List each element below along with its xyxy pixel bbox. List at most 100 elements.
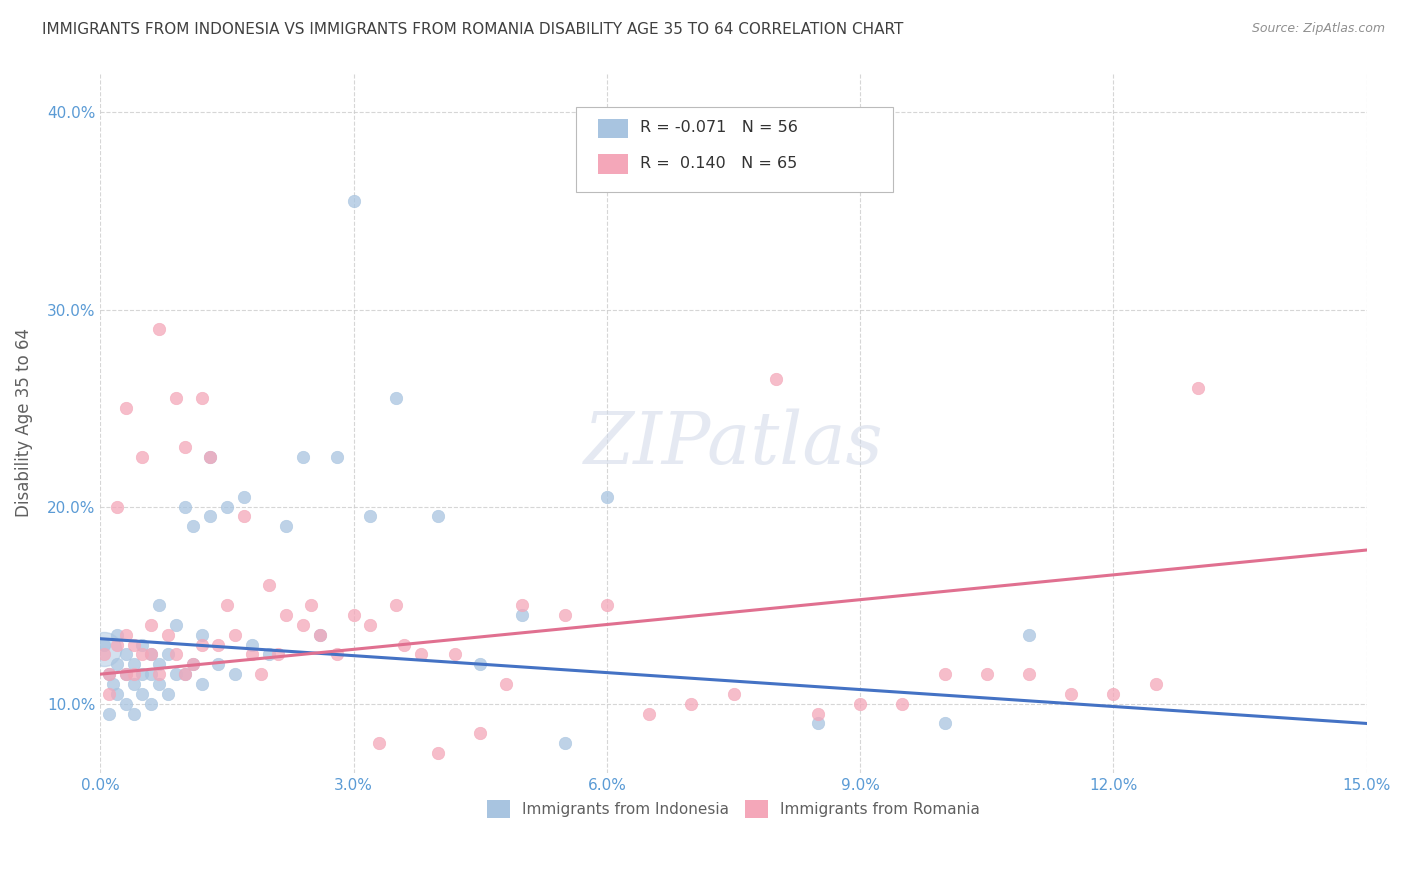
- Point: [257, 648, 280, 662]
- Point: [765, 371, 787, 385]
- Point: [1018, 628, 1040, 642]
- Point: [232, 490, 254, 504]
- Point: [359, 618, 381, 632]
- Point: [232, 509, 254, 524]
- Point: [105, 500, 128, 514]
- Point: [274, 519, 297, 533]
- Point: [165, 618, 187, 632]
- Point: [681, 697, 703, 711]
- Point: [249, 667, 271, 681]
- Point: [495, 677, 517, 691]
- Point: [93, 638, 115, 652]
- Point: [891, 697, 914, 711]
- Point: [173, 441, 195, 455]
- Point: [190, 391, 212, 405]
- Point: [173, 500, 195, 514]
- Point: [384, 391, 406, 405]
- Point: [1060, 687, 1083, 701]
- Point: [97, 667, 120, 681]
- Point: [596, 490, 619, 504]
- Point: [122, 638, 145, 652]
- Point: [105, 628, 128, 642]
- Legend: Immigrants from Indonesia, Immigrants from Romania: Immigrants from Indonesia, Immigrants fr…: [481, 794, 986, 824]
- Point: [934, 716, 956, 731]
- Point: [122, 706, 145, 721]
- Point: [240, 638, 263, 652]
- Point: [114, 667, 136, 681]
- Point: [976, 667, 998, 681]
- Point: [299, 598, 322, 612]
- Point: [554, 736, 576, 750]
- Point: [681, 785, 703, 799]
- Point: [215, 598, 238, 612]
- Point: [93, 641, 115, 656]
- Point: [359, 509, 381, 524]
- Point: [105, 687, 128, 701]
- Point: [190, 628, 212, 642]
- Point: [198, 450, 221, 465]
- Point: [215, 500, 238, 514]
- Point: [291, 618, 314, 632]
- Point: [165, 667, 187, 681]
- Point: [93, 648, 115, 662]
- Point: [131, 638, 153, 652]
- Point: [156, 687, 179, 701]
- Point: [139, 648, 162, 662]
- Point: [224, 628, 246, 642]
- Point: [291, 450, 314, 465]
- Point: [131, 667, 153, 681]
- Point: [131, 450, 153, 465]
- Point: [101, 677, 124, 691]
- Point: [638, 706, 661, 721]
- Point: [274, 608, 297, 623]
- Point: [165, 648, 187, 662]
- Point: [392, 638, 415, 652]
- Point: [131, 648, 153, 662]
- Point: [105, 657, 128, 672]
- Text: IMMIGRANTS FROM INDONESIA VS IMMIGRANTS FROM ROMANIA DISABILITY AGE 35 TO 64 COR: IMMIGRANTS FROM INDONESIA VS IMMIGRANTS …: [42, 22, 904, 37]
- Point: [240, 648, 263, 662]
- Point: [131, 687, 153, 701]
- Point: [173, 667, 195, 681]
- Point: [181, 657, 204, 672]
- Point: [156, 628, 179, 642]
- Text: R = -0.071   N = 56: R = -0.071 N = 56: [640, 120, 797, 135]
- Point: [198, 450, 221, 465]
- Point: [807, 706, 830, 721]
- Point: [122, 677, 145, 691]
- Point: [181, 519, 204, 533]
- Point: [148, 677, 170, 691]
- Text: R =  0.140   N = 65: R = 0.140 N = 65: [640, 156, 797, 170]
- Point: [723, 687, 745, 701]
- Point: [807, 716, 830, 731]
- Point: [181, 657, 204, 672]
- Point: [411, 648, 433, 662]
- Point: [165, 391, 187, 405]
- Point: [190, 638, 212, 652]
- Point: [156, 648, 179, 662]
- Point: [173, 667, 195, 681]
- Point: [427, 746, 450, 760]
- Point: [849, 697, 872, 711]
- Point: [554, 608, 576, 623]
- Point: [266, 648, 288, 662]
- Point: [444, 648, 467, 662]
- Point: [139, 667, 162, 681]
- Point: [198, 509, 221, 524]
- Point: [342, 608, 364, 623]
- Point: [1187, 381, 1209, 395]
- Point: [367, 736, 389, 750]
- Point: [1144, 677, 1167, 691]
- Point: [114, 648, 136, 662]
- Point: [384, 598, 406, 612]
- Point: [207, 657, 229, 672]
- Point: [325, 648, 347, 662]
- Point: [148, 667, 170, 681]
- Point: [97, 706, 120, 721]
- Point: [190, 677, 212, 691]
- Point: [1018, 667, 1040, 681]
- Point: [139, 648, 162, 662]
- Point: [325, 450, 347, 465]
- Point: [114, 697, 136, 711]
- Point: [470, 657, 492, 672]
